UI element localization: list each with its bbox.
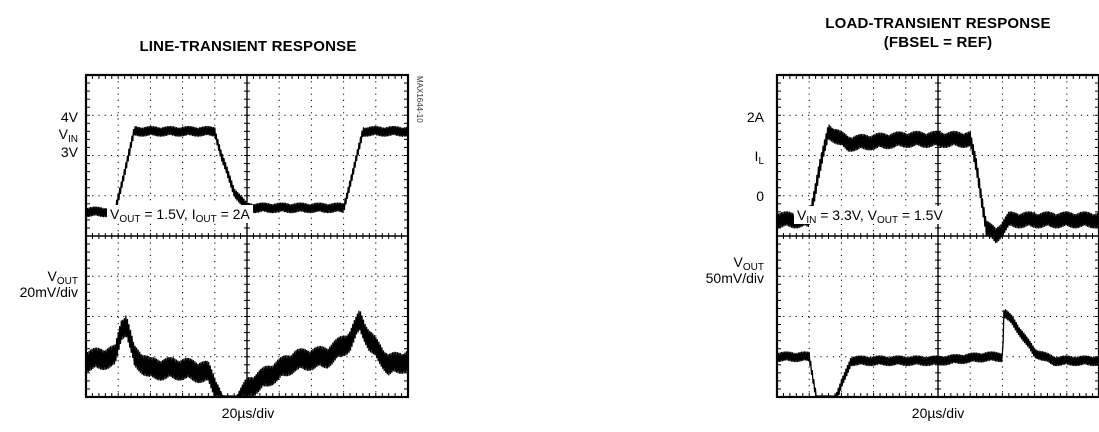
line-transient-panel: LINE-TRANSIENT RESPONSE 4V VIN 3V VOUT 2… bbox=[19, 38, 424, 421]
il-zero-label: 0 bbox=[756, 188, 764, 204]
x-axis-label: 20µs/div bbox=[911, 405, 965, 421]
load-transient-panel: LOAD-TRANSIENT RESPONSE (FBSEL = REF) 2A… bbox=[550, 0, 1099, 432]
trace-line-1 bbox=[85, 310, 409, 397]
x-axis-label: 20µs/div bbox=[221, 405, 275, 421]
vout-label: VOUT bbox=[47, 268, 78, 287]
il-label: IL bbox=[754, 148, 764, 167]
vout-label: VOUT bbox=[733, 254, 764, 273]
il-high-label: 2A bbox=[746, 109, 764, 125]
vin-label: VIN bbox=[58, 126, 78, 145]
line-transient-scope bbox=[84, 73, 410, 399]
vin-high-label: 4V bbox=[60, 109, 78, 125]
trace-line-0 bbox=[85, 125, 409, 218]
trace-line-1 bbox=[776, 308, 1099, 397]
chart-subtitle: (FBSEL = REF) bbox=[883, 34, 993, 51]
trace-line-0 bbox=[776, 124, 1099, 244]
vout-scale-label: 50mV/div bbox=[705, 270, 764, 286]
vin-low-label: 3V bbox=[60, 144, 78, 160]
vout-scale-label: 20mV/div bbox=[19, 284, 78, 300]
conditions-annotation: VIN = 3.3V, VOUT = 1.5V bbox=[794, 206, 946, 226]
chart-title: LINE-TRANSIENT RESPONSE bbox=[139, 38, 357, 55]
figure-code: MAX1644-10 bbox=[415, 76, 424, 123]
chart-title: LOAD-TRANSIENT RESPONSE bbox=[825, 15, 1051, 32]
load-transient-scope bbox=[775, 73, 1099, 399]
conditions-annotation: VOUT = 1.5V, IOUT = 2A bbox=[107, 205, 253, 225]
